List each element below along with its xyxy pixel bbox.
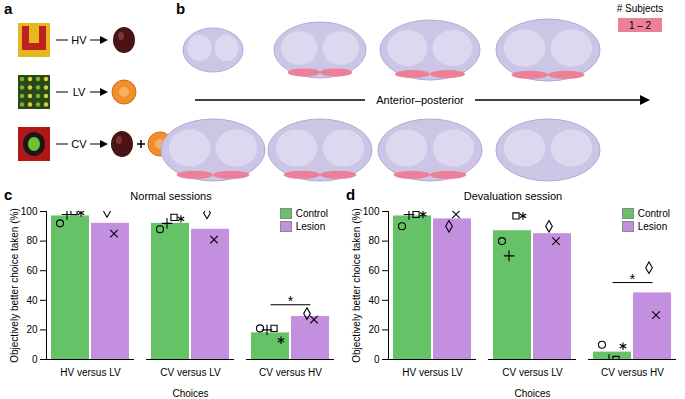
svg-text:Objectively better choice take: Objectively better choice taken (%) <box>9 208 20 363</box>
html-text:Devaluation session: Devaluation session <box>463 190 563 202</box>
svg-text:b: b <box>176 0 185 17</box>
svg-text:LV: LV <box>73 86 86 98</box>
svg-text:0: 0 <box>32 354 38 365</box>
svg-text:CV versus HV: CV versus HV <box>601 367 664 378</box>
svg-text:CV versus LV: CV versus LV <box>502 367 563 378</box>
svg-text:1 – 2: 1 – 2 <box>629 20 652 31</box>
svg-text:CV versus LV: CV versus LV <box>160 367 221 378</box>
svg-text:Choices: Choices <box>172 388 208 399</box>
svg-text:Choices: Choices <box>514 388 550 399</box>
svg-text:40: 40 <box>26 295 38 306</box>
svg-text:100: 100 <box>21 206 38 217</box>
svg-text:20: 20 <box>368 324 380 335</box>
svg-text:CV versus HV: CV versus HV <box>259 367 322 378</box>
html-text:Control: Control <box>295 208 328 219</box>
html-text:c: c <box>4 186 13 203</box>
svg-text:Objectively better choice take: Objectively better choice taken (%) <box>351 208 362 363</box>
html-text:Lesion: Lesion <box>295 221 326 232</box>
svg-text:0: 0 <box>374 354 380 365</box>
svg-text:# Subjects: # Subjects <box>617 3 664 14</box>
svg-text:40: 40 <box>368 295 380 306</box>
svg-text:100: 100 <box>363 206 380 217</box>
svg-text:80: 80 <box>26 235 38 246</box>
svg-text:60: 60 <box>26 265 38 276</box>
svg-text:a: a <box>4 0 13 17</box>
html-text:Control: Control <box>637 208 670 219</box>
svg-text:80: 80 <box>368 235 380 246</box>
svg-text:HV versus LV: HV versus LV <box>402 367 463 378</box>
svg-text:Anterior–posterior: Anterior–posterior <box>376 94 464 106</box>
html-text:Lesion: Lesion <box>637 221 668 232</box>
html-text:Normal sessions: Normal sessions <box>130 190 212 202</box>
svg-text:20: 20 <box>26 324 38 335</box>
html-text:d: d <box>346 186 356 203</box>
svg-text:HV versus LV: HV versus LV <box>60 367 121 378</box>
svg-text:HV: HV <box>71 34 87 46</box>
svg-text:*: * <box>288 293 294 309</box>
svg-text:60: 60 <box>368 265 380 276</box>
svg-text:CV: CV <box>71 138 87 150</box>
svg-text:*: * <box>630 271 636 287</box>
